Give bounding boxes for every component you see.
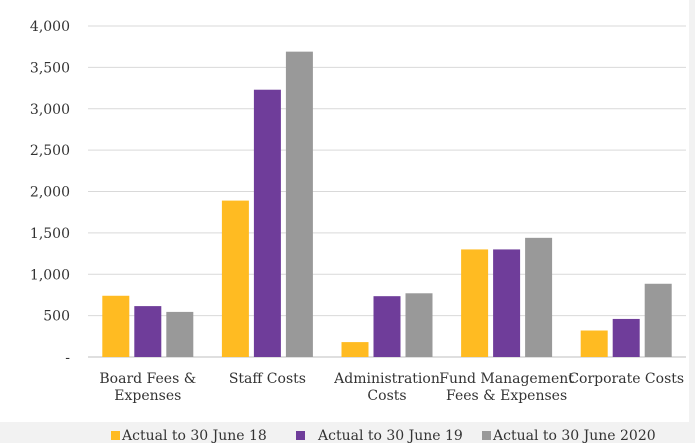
x-category-label-line: Fund Management [439,371,574,387]
y-tick-label: 3,500 [30,60,70,76]
y-axis: - 500 1,000 1,500 2,000 2,500 3,000 3,500 4,000 [30,19,70,366]
bar [461,249,489,357]
x-category-label: Staff Costs [229,371,306,387]
bar [134,306,162,357]
legend-label: Actual to 30 June 2020 [492,428,656,443]
y-tick-label: 1,500 [30,226,70,242]
x-category-label-line: Expenses [114,388,181,404]
bar [493,249,521,357]
y-tick-label: - [65,350,70,366]
x-category-label-line: Corporate Costs [568,371,684,387]
bar [612,318,640,357]
bar [102,295,130,357]
x-category-label-line: Costs [367,388,406,404]
bar [341,342,369,357]
bars [102,51,672,358]
y-tick-label: 2,500 [30,143,70,159]
x-category-label: Board Fees & Expenses [99,371,196,404]
bar [285,51,313,358]
bar [644,283,672,357]
y-tick-label: 3,000 [30,102,70,118]
bar [405,293,433,357]
bar [253,89,281,357]
x-category-label-line: Administration [333,371,440,387]
y-tick-label: 1,000 [30,267,70,283]
bar [525,237,553,357]
y-tick-label: 500 [43,309,70,325]
bar [373,296,401,357]
x-category-label-line: Board Fees & [99,371,196,387]
bar [166,311,194,357]
x-category-label: Corporate Costs [568,371,684,387]
legend-swatch [296,431,305,440]
y-tick-label: 2,000 [30,185,70,201]
x-category-label: Administration Costs [333,371,440,404]
bar [580,330,608,357]
legend-swatch [482,431,491,440]
legend: Actual to 30 June 18 Actual to 30 June 19… [111,428,656,443]
legend-label: Actual to 30 June 19 [317,428,463,443]
bar [221,200,249,357]
x-category-label-line: Fees & Expenses [446,388,567,404]
legend-label: Actual to 30 June 18 [121,428,267,443]
y-tick-label: 4,000 [30,19,70,35]
legend-swatch [111,431,120,440]
plot-panel [0,0,689,422]
x-category-label-line: Staff Costs [229,371,306,387]
x-axis: Board Fees & Expenses Staff Costs Administr… [99,371,684,404]
x-category-label: Fund Management Fees & Expenses [439,371,574,404]
